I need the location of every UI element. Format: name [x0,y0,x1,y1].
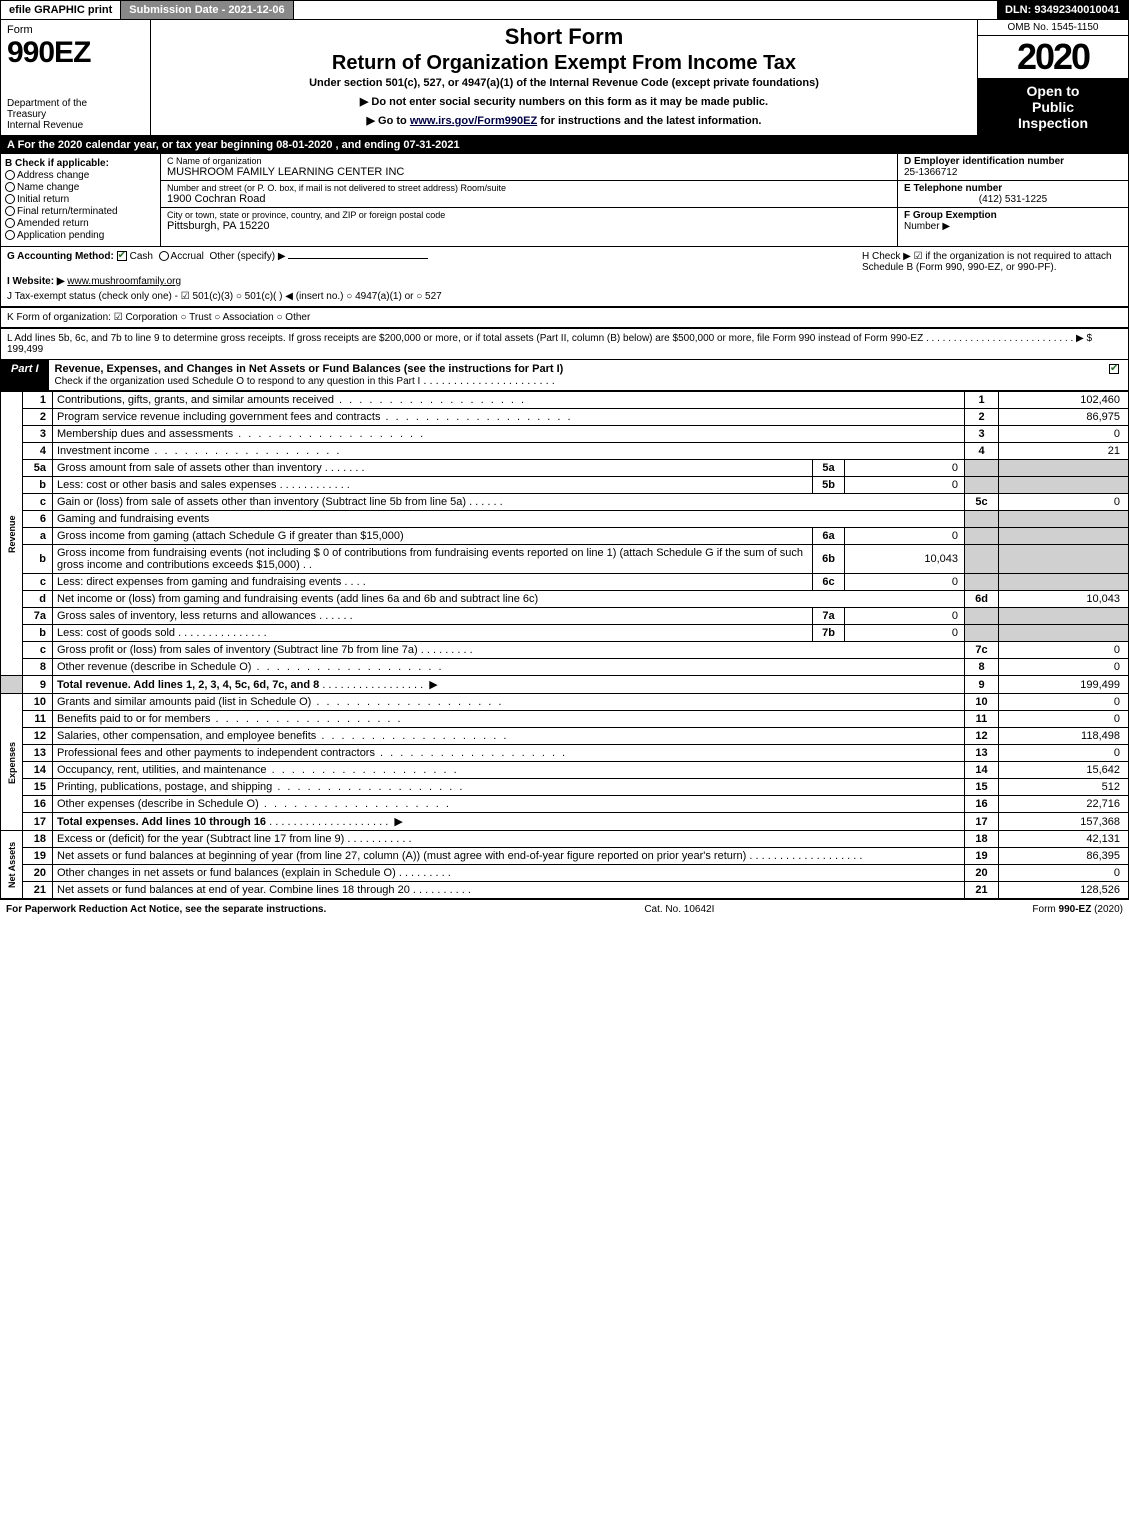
line-i: I Website: ▶ www.mushroomfamily.org [7,276,1122,287]
addr-label: Number and street (or P. O. box, if mail… [167,183,891,193]
line-a: A For the 2020 calendar year, or tax yea… [0,136,1129,154]
part1-checkbox[interactable] [1103,360,1128,390]
amt-11: 0 [999,711,1129,728]
amt-20: 0 [999,865,1129,882]
line-l-amount: 199,499 [7,344,43,355]
phone-value: (412) 531-1225 [904,194,1122,205]
subtitle: Under section 501(c), 527, or 4947(a)(1)… [159,77,969,89]
chk-final-return[interactable]: Final return/terminated [5,206,156,217]
part1-header: Part I Revenue, Expenses, and Changes in… [0,360,1129,391]
section-c: C Name of organization MUSHROOM FAMILY L… [161,154,898,246]
section-b: B Check if applicable: Address change Na… [1,154,161,246]
amt-21: 128,526 [999,882,1129,899]
chk-address-change[interactable]: Address change [5,170,156,181]
sub-5a: 0 [845,460,965,477]
side-revenue: Revenue [1,392,23,676]
line-h: H Check ▶ ☑ if the organization is not r… [862,251,1122,273]
irs-link[interactable]: www.irs.gov/Form990EZ [410,115,537,127]
sub-6c: 0 [845,574,965,591]
group-exempt-label2: Number ▶ [904,221,950,232]
note-ssn: ▶ Do not enter social security numbers o… [159,95,969,108]
info-grid: B Check if applicable: Address change Na… [0,154,1129,247]
page-footer: For Paperwork Reduction Act Notice, see … [0,899,1129,919]
dln-label: DLN: 93492340010041 [997,1,1128,19]
amt-7c: 0 [999,642,1129,659]
city-value: Pittsburgh, PA 15220 [167,220,891,232]
top-bar: efile GRAPHIC print Submission Date - 20… [0,0,1129,20]
amt-4: 21 [999,443,1129,460]
section-def: D Employer identification number 25-1366… [898,154,1128,246]
header-right: OMB No. 1545-1150 2020 Open to Public In… [978,20,1128,135]
part1-sub: Check if the organization used Schedule … [55,376,421,387]
chk-name-change[interactable]: Name change [5,182,156,193]
footer-center: Cat. No. 10642I [644,904,714,915]
footer-left: For Paperwork Reduction Act Notice, see … [6,904,326,915]
chk-amended-return[interactable]: Amended return [5,218,156,229]
website-value[interactable]: www.mushroomfamily.org [67,276,181,287]
sub-6b: 10,043 [845,545,965,574]
amt-19: 86,395 [999,848,1129,865]
tax-year: 2020 [978,36,1128,79]
sub-7a: 0 [845,608,965,625]
addr-value: 1900 Cochran Road [167,193,891,205]
sub-7b: 0 [845,625,965,642]
amt-8: 0 [999,659,1129,676]
header-left: Form 990EZ Department of the Treasury In… [1,20,151,135]
ein-label: D Employer identification number [904,156,1064,167]
note-link: ▶ Go to www.irs.gov/Form990EZ for instru… [159,114,969,127]
org-name-label: C Name of organization [167,156,891,166]
sub-6a: 0 [845,528,965,545]
submission-date: Submission Date - 2021-12-06 [120,1,293,19]
ein-value: 25-1366712 [904,167,957,178]
amt-5c: 0 [999,494,1129,511]
chk-initial-return[interactable]: Initial return [5,194,156,205]
amt-2: 86,975 [999,409,1129,426]
form-header: Form 990EZ Department of the Treasury In… [0,20,1129,136]
omb-number: OMB No. 1545-1150 [978,20,1128,36]
line-j: J Tax-exempt status (check only one) - ☑… [7,291,1122,302]
department-label: Department of the Treasury Internal Reve… [7,98,144,131]
amt-3: 0 [999,426,1129,443]
amt-12: 118,498 [999,728,1129,745]
amt-1: 102,460 [999,392,1129,409]
chk-cash[interactable] [117,251,127,261]
amt-6d: 10,043 [999,591,1129,608]
sub-5b: 0 [845,477,965,494]
part1-tag: Part I [1,360,49,390]
header-center: Short Form Return of Organization Exempt… [151,20,978,135]
chk-application-pending[interactable]: Application pending [5,230,156,241]
form-number: 990EZ [7,36,144,70]
amt-14: 15,642 [999,762,1129,779]
title-short: Short Form [159,24,969,50]
amt-17: 157,368 [999,813,1129,831]
city-label: City or town, state or province, country… [167,210,891,220]
chk-accrual[interactable] [159,251,169,261]
efile-label: efile GRAPHIC print [1,1,120,19]
side-netassets: Net Assets [1,831,23,899]
line-k: K Form of organization: ☑ Corporation ○ … [0,307,1129,328]
form-word: Form [7,24,144,36]
line-l: L Add lines 5b, 6c, and 7b to line 9 to … [0,328,1129,360]
lines-table: Revenue 1 Contributions, gifts, grants, … [0,391,1129,899]
footer-right: Form 990-EZ (2020) [1032,904,1123,915]
amt-15: 512 [999,779,1129,796]
amt-16: 22,716 [999,796,1129,813]
amt-18: 42,131 [999,831,1129,848]
side-expenses: Expenses [1,694,23,831]
title-return: Return of Organization Exempt From Incom… [159,52,969,75]
group-exempt-label: F Group Exemption [904,210,997,221]
amt-10: 0 [999,694,1129,711]
part1-desc: Revenue, Expenses, and Changes in Net As… [55,363,564,375]
org-name-value: MUSHROOM FAMILY LEARNING CENTER INC [167,166,891,178]
meta-block: G Accounting Method: Cash Accrual Other … [0,247,1129,307]
phone-label: E Telephone number [904,183,1002,194]
amt-9: 199,499 [999,676,1129,694]
open-to-public: Open to Public Inspection [978,79,1128,135]
amt-13: 0 [999,745,1129,762]
